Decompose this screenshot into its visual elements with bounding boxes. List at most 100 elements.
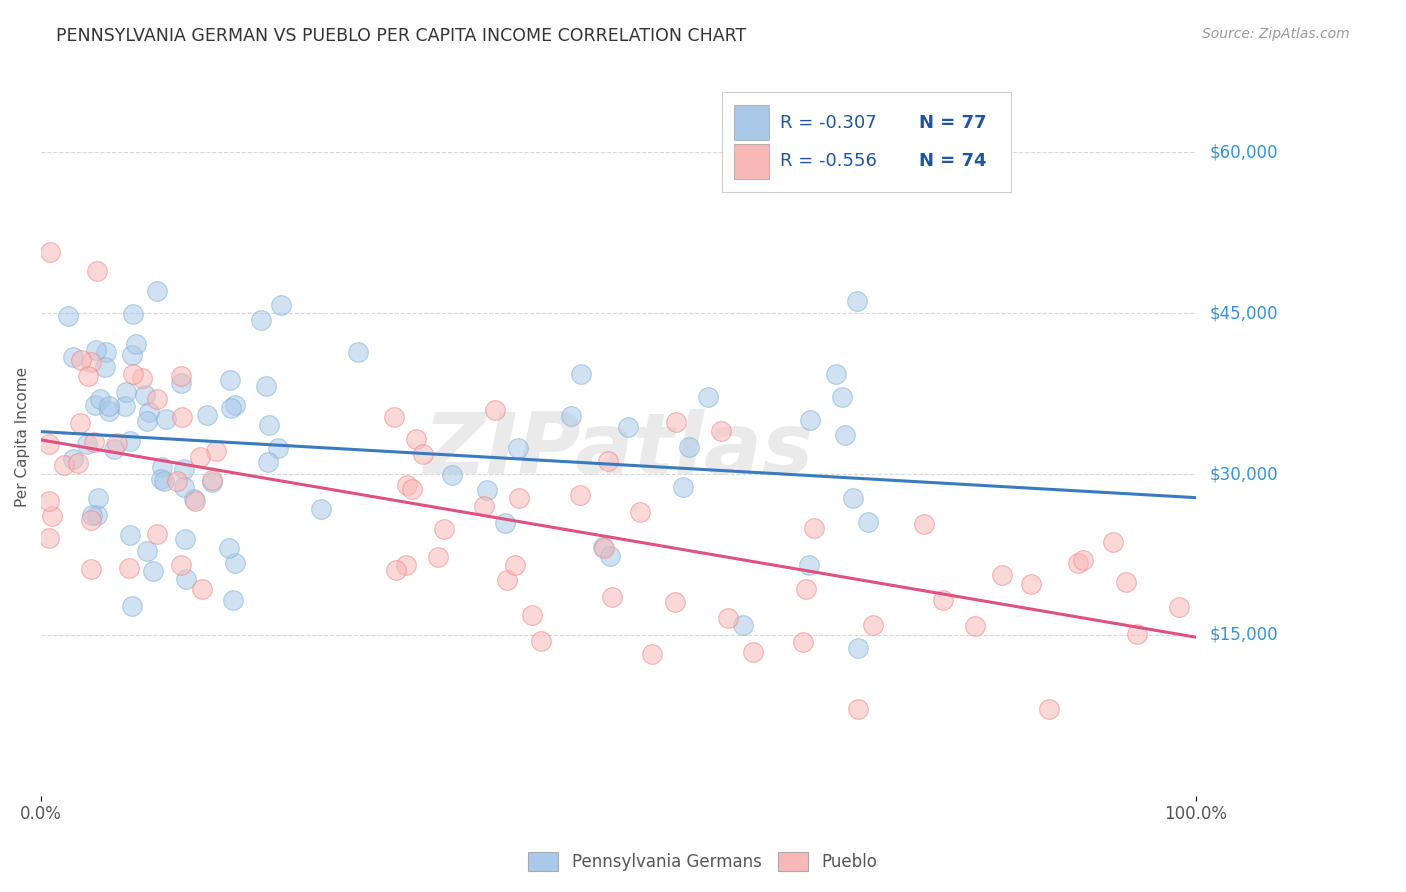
Point [80,354,103,368]
Text: $45,000: $45,000 [1211,304,1278,322]
Text: PENNSYLVANIA GERMAN VS PUEBLO PER CAPITA INCOME CORRELATION CHART: PENNSYLVANIA GERMAN VS PUEBLO PER CAPITA… [56,27,747,45]
Point [146,526,169,541]
Point [105,435,128,450]
Point [912,516,935,531]
Point [121,367,143,381]
Point [1102,535,1125,549]
Point [640,648,662,662]
Point [69,417,91,431]
Point [858,515,880,529]
Point [115,385,138,400]
Point [131,371,153,385]
Point [846,702,869,716]
Point [254,379,277,393]
Point [270,298,292,312]
Point [195,408,218,422]
Point [155,412,177,426]
Point [664,595,686,609]
Point [932,592,955,607]
Point [1126,627,1149,641]
Point [169,376,191,390]
Text: $60,000: $60,000 [1211,144,1278,161]
Point [170,558,193,572]
Point [84,399,107,413]
Point [136,414,159,428]
Point [506,442,529,456]
Point [834,427,856,442]
Point [991,567,1014,582]
Point [347,344,370,359]
Point [799,413,821,427]
Point [1115,574,1137,589]
Point [53,458,76,473]
Point [136,544,159,558]
Point [219,373,242,387]
Point [87,491,110,506]
Point [76,436,98,450]
Point [672,480,695,494]
Point [530,634,553,648]
Point [593,541,616,556]
Point [170,369,193,384]
Point [86,264,108,278]
Point [118,434,141,448]
Point [98,399,121,413]
Point [520,607,543,622]
Point [150,472,173,486]
Point [427,550,450,565]
Point [121,599,143,613]
Point [710,424,733,438]
Point [201,473,224,487]
Point [794,582,817,597]
Point [62,350,84,364]
Point [1071,553,1094,567]
Point [717,610,740,624]
Point [592,540,614,554]
Text: R = -0.307: R = -0.307 [780,113,877,132]
Text: Source: ZipAtlas.com: Source: ZipAtlas.com [1202,27,1350,41]
Point [433,522,456,536]
Point [173,480,195,494]
Point [38,494,60,508]
Point [67,456,90,470]
Point [484,402,506,417]
Point [846,293,869,308]
Point [224,557,246,571]
Point [142,564,165,578]
Point [103,442,125,456]
Point [173,532,195,546]
Point [250,313,273,327]
Point [188,450,211,465]
Point [80,513,103,527]
Point [560,409,582,424]
Point [218,541,240,555]
Point [172,410,194,425]
Point [472,499,495,513]
Point [803,521,825,535]
Point [617,420,640,434]
Point [628,505,651,519]
Point [80,508,103,522]
Point [138,405,160,419]
Point [222,593,245,607]
Point [174,572,197,586]
Point [494,516,516,530]
Legend: Pennsylvania Germans, Pueblo: Pennsylvania Germans, Pueblo [520,843,886,880]
Point [385,563,408,577]
Point [731,617,754,632]
Point [440,467,463,482]
Point [166,474,188,488]
Point [792,634,814,648]
Point [114,400,136,414]
Text: ZIPatlas: ZIPatlas [423,409,814,492]
Point [395,558,418,572]
Point [842,491,865,506]
Point [678,440,700,454]
Point [831,390,853,404]
Point [825,368,848,382]
Point [184,493,207,508]
Point [503,558,526,573]
FancyBboxPatch shape [734,105,769,140]
Point [797,558,820,573]
Point [83,435,105,450]
